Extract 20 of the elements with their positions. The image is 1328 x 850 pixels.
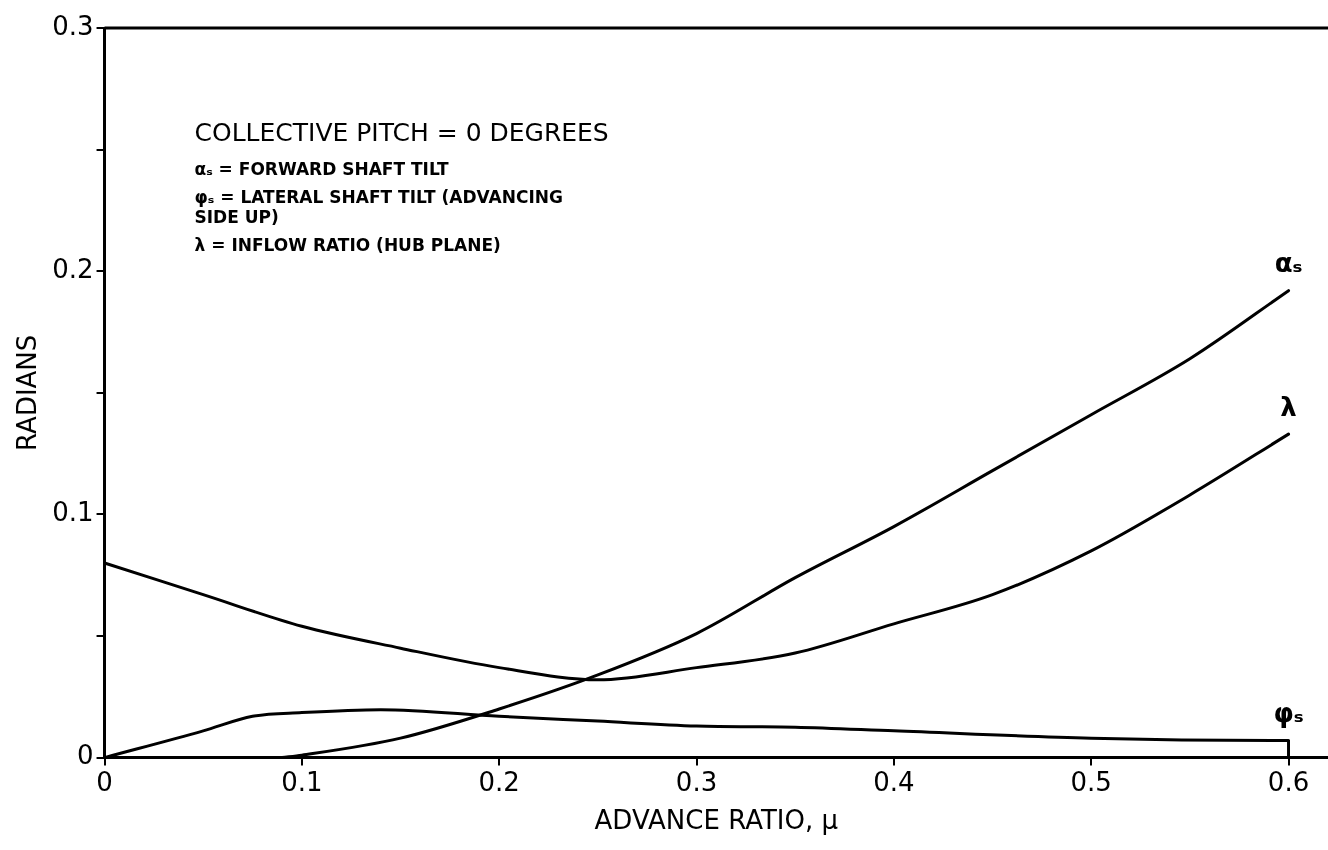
y-tick-label: 0 (77, 740, 94, 771)
annotation: φₛ = LATERAL SHAFT TILT (ADVANCING SIDE UP) (194, 187, 564, 227)
series-label: φₛ (1273, 698, 1304, 729)
x-tick-label: 0.2 (478, 766, 520, 797)
y-axis-title: RADIANS (12, 334, 43, 451)
series-label: αₛ (1274, 248, 1303, 279)
x-axis-title: ADVANCE RATIO, μ (594, 805, 838, 836)
annotation: αₛ = FORWARD SHAFT TILT (194, 159, 450, 179)
series-label: λ (1280, 391, 1297, 422)
x-tick-label: 0.5 (1070, 766, 1112, 797)
annotation: λ = INFLOW RATIO (HUB PLANE) (194, 235, 502, 255)
y-tick-label: 0.1 (52, 497, 94, 528)
x-tick-label: 0.6 (1267, 766, 1310, 797)
y-tick-label: 0.2 (52, 253, 94, 284)
x-tick-label: 0.1 (281, 766, 323, 797)
y-tick-label: 0.3 (52, 10, 94, 41)
x-tick-label: 0.4 (873, 766, 915, 797)
x-tick-label: 0 (96, 766, 113, 797)
x-tick-label: 0.3 (675, 766, 718, 797)
annotation: COLLECTIVE PITCH = 0 DEGREES (194, 118, 609, 147)
